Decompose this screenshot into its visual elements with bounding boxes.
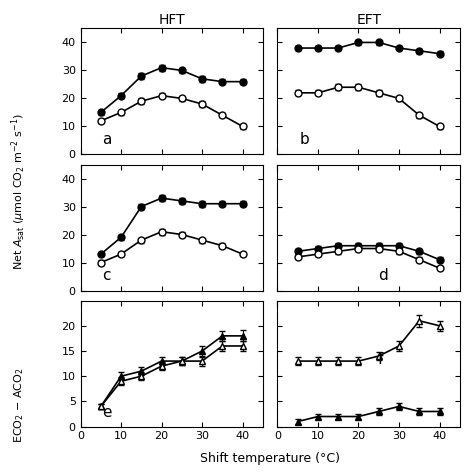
Title: HFT: HFT — [158, 13, 185, 27]
Text: Shift temperature (°C): Shift temperature (°C) — [200, 452, 340, 465]
Text: b: b — [300, 132, 309, 147]
Text: Net $A_\mathrm{sat}$ ($\mu$mol CO$_2$ m$^{-2}$ s$^{-1}$): Net $A_\mathrm{sat}$ ($\mu$mol CO$_2$ m$… — [9, 114, 28, 270]
Text: e: e — [102, 404, 112, 419]
Text: a: a — [102, 132, 112, 147]
Text: ECO$_2$ $-$ ACO$_2$: ECO$_2$ $-$ ACO$_2$ — [12, 367, 26, 443]
Text: f: f — [378, 352, 383, 366]
Text: d: d — [378, 268, 387, 283]
Title: EFT: EFT — [356, 13, 381, 27]
Text: c: c — [102, 268, 111, 283]
